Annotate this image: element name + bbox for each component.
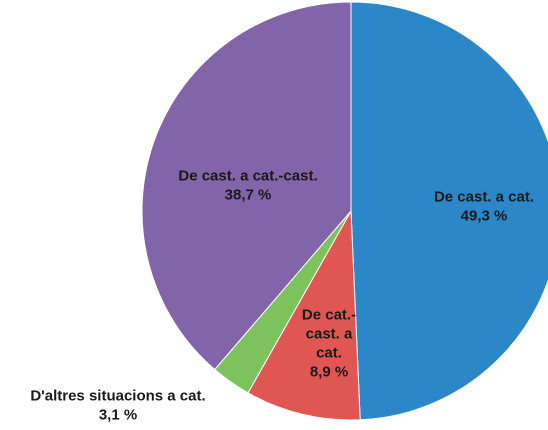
pie-slice	[351, 2, 548, 420]
slice-name-label: cast. a	[306, 326, 353, 343]
slice-label: D'altres situacions a cat. 3,1 %	[30, 388, 205, 424]
slice-value-label: 38,7 %	[225, 187, 272, 204]
slice-value-label: 49,3 %	[461, 208, 508, 225]
slice-name-label: De cast. a cat.	[434, 189, 534, 206]
slice-name-label: De cat.-	[302, 307, 356, 324]
slice-value-label: 3,1 %	[99, 407, 137, 424]
slice-name-label: D'altres situacions a cat.	[30, 388, 205, 405]
slice-name-label: cat.	[316, 345, 342, 362]
slice-name-label: De cast. a cat.-cast.	[178, 168, 317, 185]
slice-value-label: 8,9 %	[310, 364, 348, 381]
